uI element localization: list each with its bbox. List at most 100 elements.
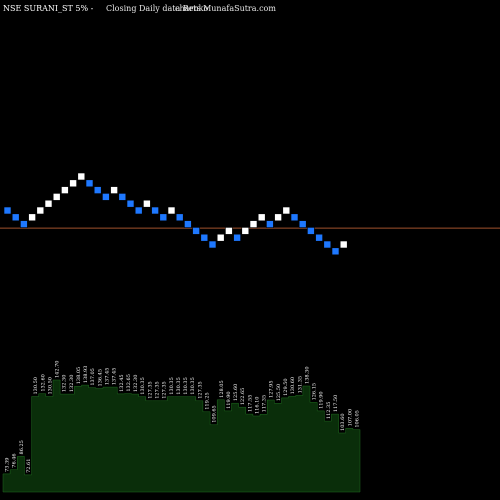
renko-brick-up xyxy=(69,179,77,188)
volume-label: 119.25 xyxy=(204,392,210,410)
volume-label: 136.45 xyxy=(97,369,103,387)
volume-label: 116.10 xyxy=(254,397,260,415)
volume-label: 142.70 xyxy=(55,361,61,379)
volume-label: 137.45 xyxy=(112,368,118,386)
renko-brick-up xyxy=(225,227,233,235)
renko-brick-down xyxy=(290,213,299,222)
volume-label: 138.93 xyxy=(83,366,89,384)
renko-brick-down xyxy=(315,233,323,242)
renko-brick-down xyxy=(85,179,94,188)
renko-brick-down xyxy=(192,227,200,235)
renko-brick-up xyxy=(143,199,151,208)
renko-brick-down xyxy=(233,233,241,242)
renko-brick-up xyxy=(274,213,282,222)
renko-brick-down xyxy=(208,240,217,249)
renko-brick-up xyxy=(44,199,53,208)
volume-label: 137.45 xyxy=(105,368,111,386)
renko-brick-up xyxy=(110,186,118,194)
renko-brick-up xyxy=(339,240,348,249)
volume-label: 73.39 xyxy=(5,458,11,472)
renko-brick-down xyxy=(323,240,332,249)
volume-label: 132.30 xyxy=(62,375,68,393)
volume-label: 127.35 xyxy=(147,381,153,399)
volume-label: 119.90 xyxy=(319,391,325,409)
renko-brick-down xyxy=(307,227,315,235)
volume-label: 117.50 xyxy=(333,395,339,413)
renko-brick-up xyxy=(241,227,250,235)
volume-area-path xyxy=(2,379,361,493)
volume-label: 132.30 xyxy=(69,375,75,393)
renko-brick-down xyxy=(200,233,209,242)
renko-brick-up xyxy=(28,213,36,222)
volume-label: 130.35 xyxy=(183,377,189,395)
volume-label: 107.00 xyxy=(347,409,353,427)
volume-label: 131.35 xyxy=(297,376,303,394)
renko-brick-down xyxy=(266,220,274,228)
renko-brick-down xyxy=(3,206,12,215)
renko-brick-down xyxy=(159,213,168,222)
volume-label: 127.95 xyxy=(269,380,275,398)
volume-label: 132.30 xyxy=(133,375,139,393)
chart-title: NSE SURANI_ST 5% - xyxy=(3,4,94,13)
volume-label: 125.50 xyxy=(276,384,282,402)
renko-brick-down xyxy=(175,213,184,222)
volume-label: 130.50 xyxy=(47,377,53,395)
renko-brick-up xyxy=(216,233,225,242)
renko-brick-up xyxy=(77,172,86,181)
chart-source: charts MunafaSutra.com xyxy=(175,4,276,13)
volume-label: 103.60 xyxy=(340,413,346,431)
renko-brick-up xyxy=(282,206,291,215)
volume-area xyxy=(2,379,361,493)
volume-label: 128.05 xyxy=(219,380,225,398)
renko-brick-up xyxy=(36,206,45,215)
volume-label: 86.25 xyxy=(19,440,25,454)
renko-brick-down xyxy=(93,186,102,194)
volume-label: 119.90 xyxy=(226,391,232,409)
volume-label: 138.05 xyxy=(76,367,82,385)
volume-label: 130.60 xyxy=(290,377,296,395)
volume-label: 72.61 xyxy=(26,459,32,473)
renko-brick-down xyxy=(184,220,192,228)
renko-brick-down xyxy=(151,206,159,215)
renko-brick-up xyxy=(167,206,176,215)
volume-label: 130.50 xyxy=(33,377,39,395)
volume-label: 106.05 xyxy=(354,410,360,428)
volume-label: 132.65 xyxy=(126,374,132,392)
renko-brick-down xyxy=(134,206,143,215)
volume-label: 138.30 xyxy=(304,366,310,384)
volume-label: 127.35 xyxy=(197,381,203,399)
renko-brick-down xyxy=(118,193,127,201)
volume-label: 112.35 xyxy=(326,402,332,420)
volume-label: 122.65 xyxy=(240,388,246,406)
volume-label: 127.35 xyxy=(155,381,161,399)
volume-label: 129.50 xyxy=(283,378,289,396)
renko-brick-down xyxy=(20,220,28,228)
renko-brick-up xyxy=(257,213,266,222)
renko-brick-up xyxy=(52,193,61,201)
renko-brick-down xyxy=(298,220,307,228)
volume-label: 130.35 xyxy=(190,377,196,395)
volume-label: 132.45 xyxy=(119,374,125,392)
volume-label: 130.35 xyxy=(176,377,182,395)
volume-label: 130.35 xyxy=(140,377,146,395)
volume-label: 132.60 xyxy=(40,374,46,392)
renko-brick-down xyxy=(102,193,110,201)
renko-brick-down xyxy=(126,199,135,208)
volume-label: 127.35 xyxy=(162,381,168,399)
volume-label: 109.65 xyxy=(212,405,218,423)
renko-brick-down xyxy=(11,213,20,222)
renko-brick-up xyxy=(61,186,69,194)
volume-label: 130.35 xyxy=(169,377,175,395)
volume-label: 76.46 xyxy=(12,453,18,467)
volume-label: 137.05 xyxy=(90,368,96,386)
renko-bricks xyxy=(3,172,348,256)
volume-label: 126.15 xyxy=(312,383,318,401)
volume-label: 125.60 xyxy=(233,384,239,402)
renko-brick-up xyxy=(249,220,258,228)
chart-subtitle: Closing Daily data Renko xyxy=(106,4,209,13)
volume-label: 117.55 xyxy=(247,395,253,413)
volume-label: 117.35 xyxy=(262,395,268,413)
renko-brick-down xyxy=(331,247,340,256)
